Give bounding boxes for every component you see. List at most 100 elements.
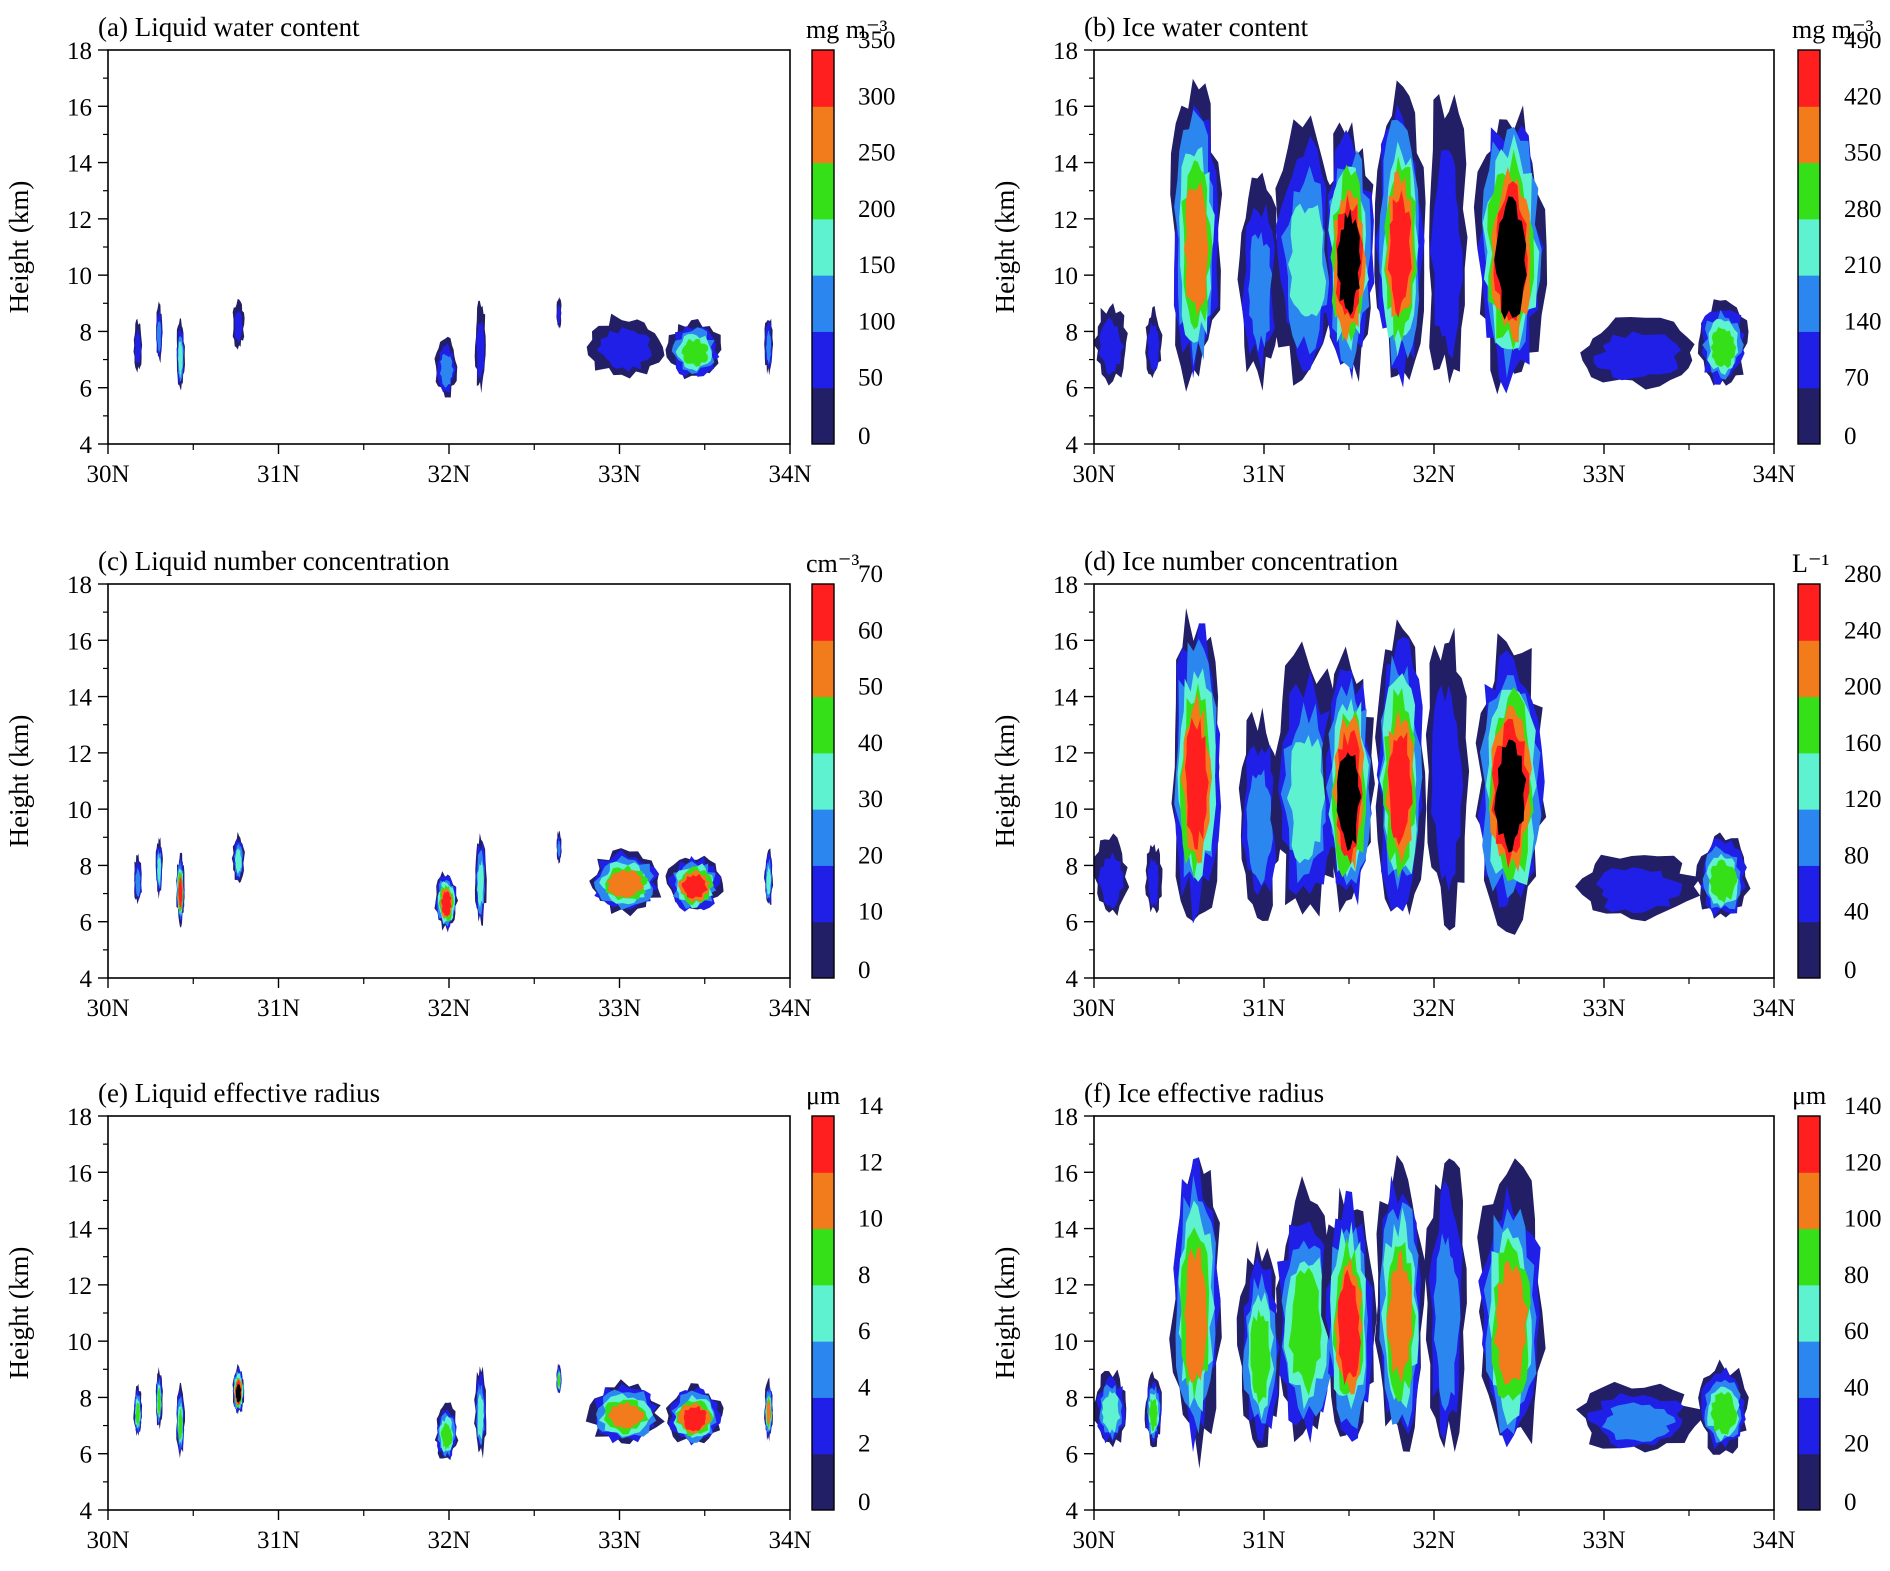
cloud-level-5 bbox=[606, 869, 645, 899]
colorbar-label: 280 bbox=[1844, 196, 1882, 223]
cloud-level-2 bbox=[1601, 1402, 1676, 1442]
colorbar-frame bbox=[811, 49, 835, 445]
y-tick-label: 14 bbox=[1053, 685, 1079, 712]
colorbar-unit: L⁻¹ bbox=[1792, 549, 1829, 578]
y-tick-label: 6 bbox=[80, 910, 93, 937]
colorbar-swatch bbox=[812, 584, 834, 641]
colorbar-unit: mg m⁻³ bbox=[1792, 15, 1874, 44]
colorbar-label: 0 bbox=[858, 957, 871, 984]
colorbar-swatch bbox=[1798, 640, 1820, 698]
cloud-level-7 bbox=[1494, 196, 1527, 320]
colorbar-swatch bbox=[812, 809, 834, 866]
colorbar-swatch bbox=[1798, 752, 1820, 810]
cloud-level-3 bbox=[178, 341, 183, 379]
colorbar: 0 40 80 120 160 200 240 280 L⁻¹ bbox=[1792, 549, 1882, 984]
colorbar-swatch bbox=[812, 1453, 834, 1511]
y-tick-label: 4 bbox=[80, 966, 93, 993]
y-tick-label: 12 bbox=[67, 1273, 92, 1300]
x-tick-label: 30N bbox=[1072, 1527, 1115, 1554]
colorbar-label: 2 bbox=[858, 1431, 871, 1458]
colorbar-swatch bbox=[1798, 1453, 1820, 1511]
y-tick-label: 10 bbox=[67, 1329, 92, 1356]
colorbar-swatch bbox=[812, 50, 834, 107]
colorbar-swatch bbox=[1798, 218, 1820, 276]
x-tick-label: 31N bbox=[257, 461, 300, 488]
x-tick-label: 34N bbox=[1752, 461, 1795, 488]
y-tick-label: 14 bbox=[67, 685, 93, 712]
colorbar-swatch bbox=[812, 106, 834, 164]
x-tick-label: 33N bbox=[598, 995, 641, 1022]
cloud-level-7 bbox=[1337, 208, 1361, 316]
x-tick-label: 34N bbox=[768, 461, 811, 488]
y-tick-label: 8 bbox=[1066, 1385, 1079, 1412]
panel-title: (b) Ice water content bbox=[1084, 12, 1309, 42]
x-tick-label: 32N bbox=[1412, 995, 1455, 1022]
colorbar-label: 350 bbox=[858, 27, 896, 54]
y-tick-label: 4 bbox=[1066, 432, 1079, 459]
cloud-level-5 bbox=[1184, 1246, 1208, 1383]
colorbar-label: 10 bbox=[858, 1206, 883, 1233]
colorbar-label: 20 bbox=[1844, 1431, 1869, 1458]
x-tick-label: 31N bbox=[257, 995, 300, 1022]
cloud-level-6 bbox=[681, 874, 708, 899]
x-tick-label: 31N bbox=[1242, 1527, 1285, 1554]
panel-title: (a) Liquid water content bbox=[98, 12, 360, 42]
colorbar-label: 40 bbox=[858, 730, 883, 757]
cloud-field bbox=[1094, 608, 1751, 935]
colorbar-label: 420 bbox=[1844, 83, 1882, 110]
y-tick-label: 8 bbox=[1066, 853, 1079, 880]
cloud-level-4 bbox=[157, 1387, 161, 1417]
cloud-level-4 bbox=[1288, 1267, 1322, 1396]
cloud-level-4 bbox=[1148, 1398, 1158, 1432]
panel-b: (b) Ice water content Height (km) 4 6 8 10 12 1… bbox=[990, 12, 1882, 488]
x-tick-label: 33N bbox=[1582, 461, 1625, 488]
colorbar-label: 70 bbox=[1844, 365, 1869, 392]
colorbar-label: 50 bbox=[858, 365, 883, 392]
colorbar-label: 0 bbox=[1844, 423, 1857, 450]
x-tick-label: 31N bbox=[1242, 995, 1285, 1022]
cloud-level-1 bbox=[1098, 317, 1124, 376]
cloud-level-6 bbox=[1337, 1269, 1361, 1386]
x-tick-label: 32N bbox=[427, 461, 470, 488]
x-tick-label: 33N bbox=[598, 1527, 641, 1554]
y-axis-label: Height (km) bbox=[4, 715, 34, 848]
colorbar-swatch bbox=[812, 1341, 834, 1398]
colorbar-label: 4 bbox=[858, 1374, 871, 1401]
colorbar-swatch bbox=[812, 696, 834, 754]
y-axis-label: Height (km) bbox=[990, 181, 1020, 314]
cloud-level-7 bbox=[1336, 752, 1362, 852]
cloud-level-5 bbox=[766, 1398, 771, 1428]
y-tick-label: 18 bbox=[1053, 572, 1078, 599]
panel-c: (c) Liquid number concentration Height (k… bbox=[4, 546, 883, 1022]
cloud-level-6 bbox=[683, 1405, 707, 1432]
y-axis-label: Height (km) bbox=[4, 1247, 34, 1380]
x-tick-label: 30N bbox=[86, 1527, 129, 1554]
cloud-level-4 bbox=[1710, 327, 1737, 369]
y-axis-label: Height (km) bbox=[990, 1247, 1020, 1380]
y-tick-label: 16 bbox=[67, 94, 92, 121]
colorbar-swatch bbox=[812, 218, 834, 276]
colorbar-unit: μm bbox=[1792, 1081, 1826, 1110]
x-tick-label: 30N bbox=[1072, 995, 1115, 1022]
y-tick-label: 6 bbox=[1066, 376, 1079, 403]
colorbar-label: 0 bbox=[1844, 957, 1857, 984]
colorbar-frame bbox=[1797, 1115, 1821, 1511]
panel-title: (f) Ice effective radius bbox=[1084, 1078, 1324, 1108]
panel-title: (c) Liquid number concentration bbox=[98, 546, 450, 576]
colorbar-label: 0 bbox=[858, 1489, 871, 1516]
cloud-level-7 bbox=[235, 1383, 242, 1403]
cloud-field bbox=[134, 830, 774, 933]
y-tick-label: 18 bbox=[1053, 38, 1078, 65]
cloud-level-5 bbox=[607, 1401, 645, 1429]
colorbar-label: 350 bbox=[1844, 140, 1882, 167]
cloud-level-1 bbox=[1593, 331, 1682, 381]
cloud-level-7 bbox=[1494, 739, 1527, 853]
cloud-level-4 bbox=[1708, 859, 1738, 904]
colorbar-label: 280 bbox=[1844, 561, 1882, 588]
colorbar-label: 100 bbox=[1844, 1206, 1882, 1233]
colorbar-label: 200 bbox=[858, 196, 896, 223]
colorbar-swatch bbox=[1798, 584, 1820, 641]
colorbar-unit: cm⁻³ bbox=[806, 549, 859, 578]
cloud-level-3 bbox=[157, 853, 162, 886]
